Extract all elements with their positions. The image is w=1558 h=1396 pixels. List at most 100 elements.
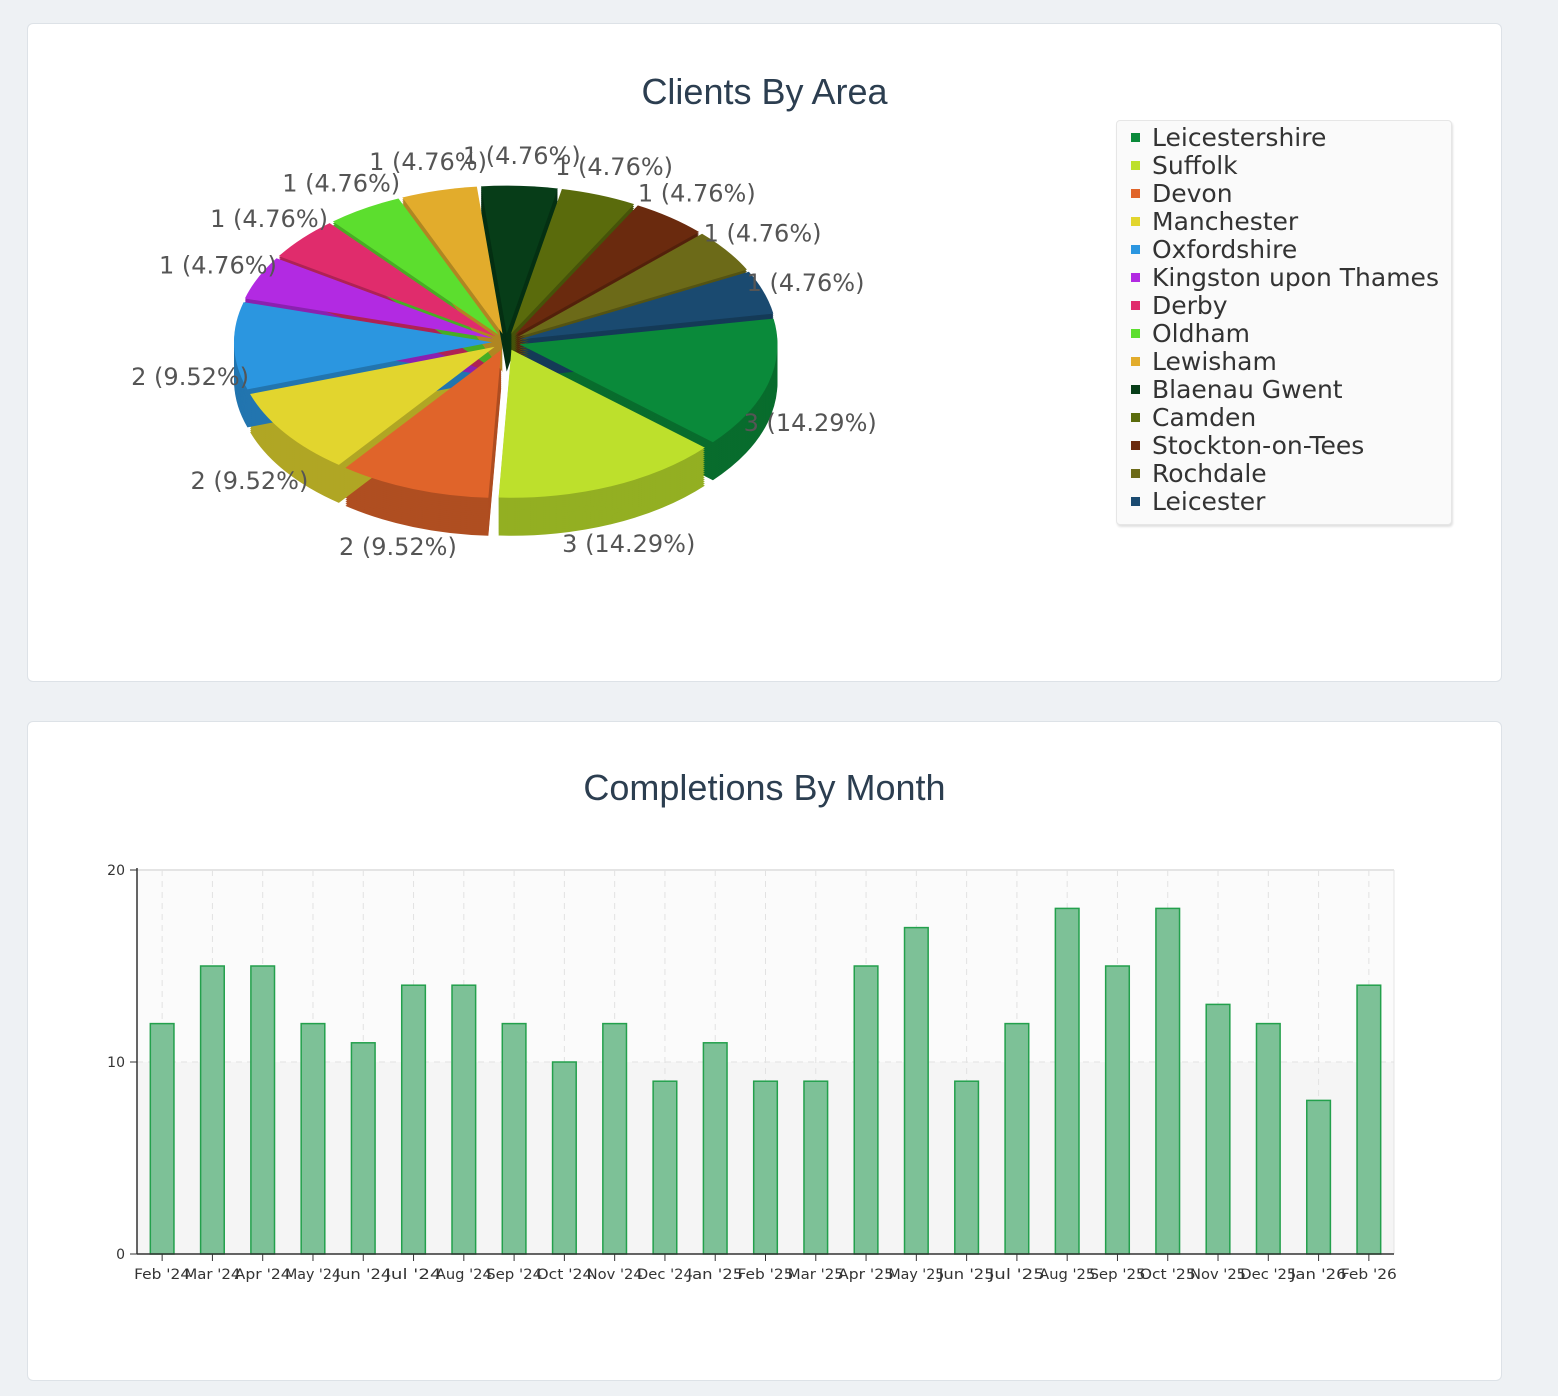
- bar-Feb '24[interactable]: [149, 1022, 175, 1255]
- legend-item[interactable]: Devon: [1131, 179, 1451, 208]
- pie-slice-lewisham[interactable]: [402, 186, 503, 334]
- bar-Oct '25[interactable]: [1155, 907, 1181, 1255]
- plot-band: [137, 870, 1394, 1062]
- x-tick-label: Feb '24: [134, 1267, 190, 1283]
- bar-Nov '24[interactable]: [602, 1022, 628, 1255]
- x-tick-label: Nov '24: [587, 1267, 643, 1283]
- legend-item[interactable]: Leicester: [1131, 486, 1451, 516]
- bar-Jun '24[interactable]: [350, 1042, 376, 1255]
- legend-swatch: [1131, 300, 1140, 310]
- pie-data-label: 1 (4.76%): [463, 142, 581, 170]
- x-tick-label: Jan '26: [1289, 1267, 1346, 1283]
- pie-slice-camden[interactable]: [510, 189, 635, 335]
- x-tick-label: Nov '25: [1190, 1267, 1246, 1283]
- legend-swatch: [1131, 496, 1140, 506]
- pie-data-label: 3 (14.29%): [562, 530, 695, 558]
- legend-item[interactable]: Camden: [1131, 403, 1451, 432]
- bar-Feb '25[interactable]: [752, 1080, 779, 1255]
- bar-Aug '25[interactable]: [1054, 907, 1080, 1255]
- bar-Jul '24[interactable]: [400, 984, 427, 1255]
- pie-data-label: 1 (4.76%): [638, 180, 756, 208]
- legend-label: Leicestershire: [1152, 122, 1327, 152]
- legend-label: Oldham: [1152, 318, 1251, 348]
- pie-slice-manchester[interactable]: [250, 346, 495, 465]
- bar-Apr '24[interactable]: [250, 965, 276, 1255]
- x-tick-label: Feb '25: [738, 1267, 794, 1283]
- pie-slice-leicester[interactable]: [519, 271, 774, 340]
- bar-May '24[interactable]: [300, 1022, 326, 1255]
- bar-Nov '25[interactable]: [1205, 1003, 1231, 1255]
- legend-item[interactable]: Kingston upon Thames: [1131, 263, 1451, 292]
- pie-chart: 3 (14.29%) 3 (14.29%) 2 (9.52%) 2 (9.52%) 2 …: [131, 142, 877, 561]
- x-tick-label: Jun '25: [937, 1267, 994, 1283]
- legend-item[interactable]: Rochdale: [1131, 459, 1451, 488]
- pie-slice-suffolk[interactable]: [498, 349, 705, 498]
- bar-Dec '25[interactable]: [1255, 1022, 1281, 1255]
- legend-item[interactable]: Suffolk: [1131, 150, 1451, 180]
- legend-swatch: [1131, 412, 1140, 422]
- legend-swatch: [1131, 132, 1140, 142]
- bar-Jul '25[interactable]: [1004, 1022, 1030, 1255]
- pie-slice-leicestershire[interactable]: [519, 318, 778, 443]
- legend-item[interactable]: Blaenau Gwent: [1131, 375, 1451, 404]
- bar-Oct '24[interactable]: [551, 1061, 577, 1255]
- clients-by-area-card: Clients By Area 3 (14.29%) 3 (14.29%) 2 (9…: [27, 23, 1502, 682]
- pie-slice-oxfordshire[interactable]: [234, 302, 493, 390]
- bar-May '25[interactable]: [903, 926, 929, 1255]
- bar-Jun '25[interactable]: [954, 1080, 980, 1255]
- legend-item[interactable]: Oxfordshire: [1131, 234, 1451, 264]
- x-tick-label: Jul '24: [384, 1267, 441, 1283]
- pie-data-label: 3 (14.29%): [744, 409, 877, 437]
- legend-swatch: [1131, 356, 1140, 366]
- pie-slice-devon[interactable]: [345, 349, 502, 498]
- legend-item[interactable]: Lewisham: [1131, 346, 1451, 376]
- x-tick-label: Oct '24: [536, 1267, 592, 1283]
- x-tick-label: Apr '25: [838, 1267, 894, 1283]
- pie-slice-kingston-upon-thames[interactable]: [244, 258, 494, 339]
- legend-swatch: [1131, 468, 1140, 478]
- legend-item[interactable]: Manchester: [1131, 206, 1451, 236]
- pie-slice-oldham[interactable]: [332, 198, 499, 335]
- legend-swatch: [1131, 440, 1140, 450]
- pie-data-label: 1 (4.76%): [747, 269, 865, 297]
- legend-label: Oxfordshire: [1152, 234, 1298, 264]
- legend-label: Manchester: [1152, 206, 1299, 236]
- bar-Apr '25[interactable]: [853, 965, 879, 1255]
- bar-Mar '25[interactable]: [803, 1080, 829, 1255]
- legend-label: Lewisham: [1152, 346, 1277, 376]
- bar-Mar '24[interactable]: [199, 965, 225, 1255]
- pie-slice-blaenau-gwent[interactable]: [481, 185, 558, 334]
- legend-swatch: [1131, 384, 1140, 394]
- legend-swatch: [1131, 244, 1140, 254]
- x-tick-label: May '25: [888, 1267, 944, 1283]
- pie-slice-rochdale[interactable]: [517, 233, 747, 338]
- bar-Sep '24[interactable]: [501, 1022, 527, 1255]
- x-tick-label: May '24: [285, 1267, 341, 1283]
- pie-slice-derby[interactable]: [278, 223, 496, 337]
- x-tick-label: Jan '25: [686, 1267, 743, 1283]
- legend-swatch: [1131, 272, 1140, 282]
- legend-swatch: [1131, 328, 1140, 338]
- x-tick-label: Dec '24: [637, 1267, 693, 1283]
- legend-label: Leicester: [1152, 486, 1266, 516]
- legend-label: Suffolk: [1152, 150, 1238, 180]
- pie-slice-stockton-on-tees[interactable]: [514, 205, 700, 336]
- legend-item[interactable]: Stockton-on-Tees: [1131, 431, 1451, 460]
- pie-data-label: 1 (4.76%): [159, 252, 277, 280]
- legend-item[interactable]: Oldham: [1131, 318, 1451, 348]
- y-tick-label: 10: [107, 1055, 125, 1071]
- bar-Dec '24[interactable]: [652, 1080, 678, 1255]
- bar-Sep '25[interactable]: [1104, 965, 1131, 1255]
- x-tick-label: Aug '25: [1039, 1267, 1095, 1283]
- bar-Aug '24[interactable]: [451, 984, 477, 1255]
- x-tick-label: Oct '25: [1140, 1267, 1196, 1283]
- bar-Jan '26[interactable]: [1306, 1099, 1332, 1255]
- pie-data-label: 1 (4.76%): [210, 205, 328, 233]
- pie-data-label: 2 (9.52%): [339, 533, 457, 561]
- legend-item[interactable]: Derby: [1131, 291, 1451, 320]
- bar-Jan '25[interactable]: [702, 1042, 728, 1255]
- pie-data-label: 1 (4.76%): [369, 148, 487, 176]
- legend-swatch: [1131, 160, 1140, 170]
- legend-item[interactable]: Leicestershire: [1131, 122, 1451, 152]
- bar-Feb '26[interactable]: [1356, 984, 1382, 1255]
